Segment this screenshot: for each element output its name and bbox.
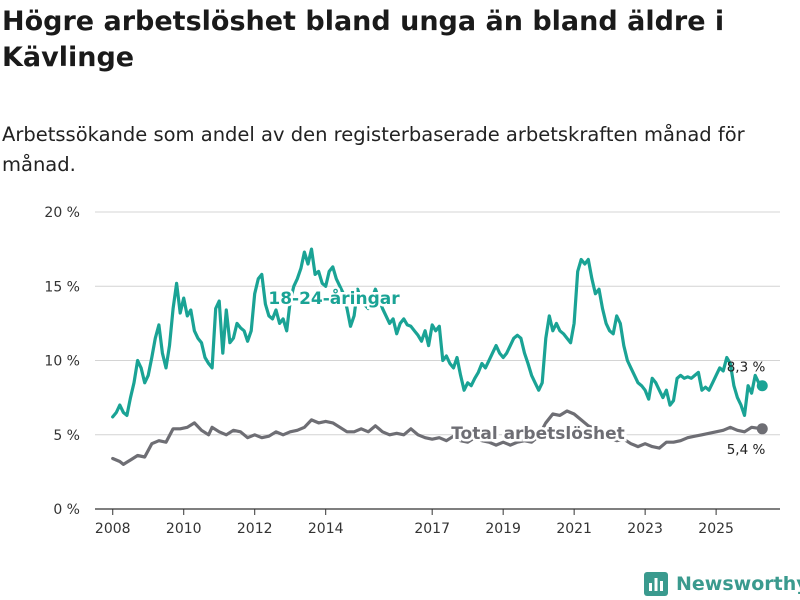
y-tick-label: 5 % bbox=[53, 428, 80, 444]
x-axis-ticks: 2008 2010 2012 2014 2017 2019 2021 2023 2025 bbox=[95, 509, 734, 537]
x-tick-label: 2025 bbox=[698, 521, 734, 537]
brand-name: Newsworthy bbox=[676, 573, 800, 595]
brand-logo[interactable]: Newsworthy bbox=[644, 570, 800, 598]
x-tick-label: 2017 bbox=[414, 521, 450, 537]
bar-chart-icon bbox=[644, 572, 668, 596]
x-tick-label: 2021 bbox=[556, 521, 592, 537]
series-lines bbox=[111, 247, 768, 466]
x-tick-label: 2012 bbox=[237, 521, 273, 537]
series-labels: Total arbetslöshet 18-24-åringar 8,3 % 5,4 … bbox=[266, 285, 766, 458]
y-tick-label: 10 % bbox=[44, 354, 80, 370]
y-axis-ticks: 0 % 5 % 10 % 15 % 20 % bbox=[44, 205, 80, 518]
end-label-total: 5,4 % bbox=[727, 442, 766, 458]
end-label-youth: 8,3 % bbox=[727, 360, 766, 376]
end-point-total bbox=[756, 423, 768, 435]
series-line-youth bbox=[111, 247, 764, 419]
x-tick-label: 2019 bbox=[485, 521, 521, 537]
end-point-youth bbox=[756, 380, 768, 392]
y-tick-label: 0 % bbox=[53, 502, 80, 518]
chart-title: Högre arbetslöshet bland unga än bland ä… bbox=[2, 6, 725, 73]
y-tick-label: 15 % bbox=[44, 279, 80, 295]
x-tick-label: 2008 bbox=[95, 521, 131, 537]
x-tick-label: 2010 bbox=[166, 521, 202, 537]
series-label-youth: 18-24-åringar bbox=[268, 287, 400, 309]
chart-subtitle: Arbetssökande som andel av den registerb… bbox=[2, 123, 745, 176]
x-tick-label: 2014 bbox=[308, 521, 344, 537]
series-label-total: Total arbetslöshet bbox=[451, 424, 625, 444]
grid-lines bbox=[95, 211, 780, 510]
x-tick-label: 2023 bbox=[627, 521, 663, 537]
series-line-total bbox=[111, 409, 764, 466]
y-tick-label: 20 % bbox=[44, 205, 80, 221]
